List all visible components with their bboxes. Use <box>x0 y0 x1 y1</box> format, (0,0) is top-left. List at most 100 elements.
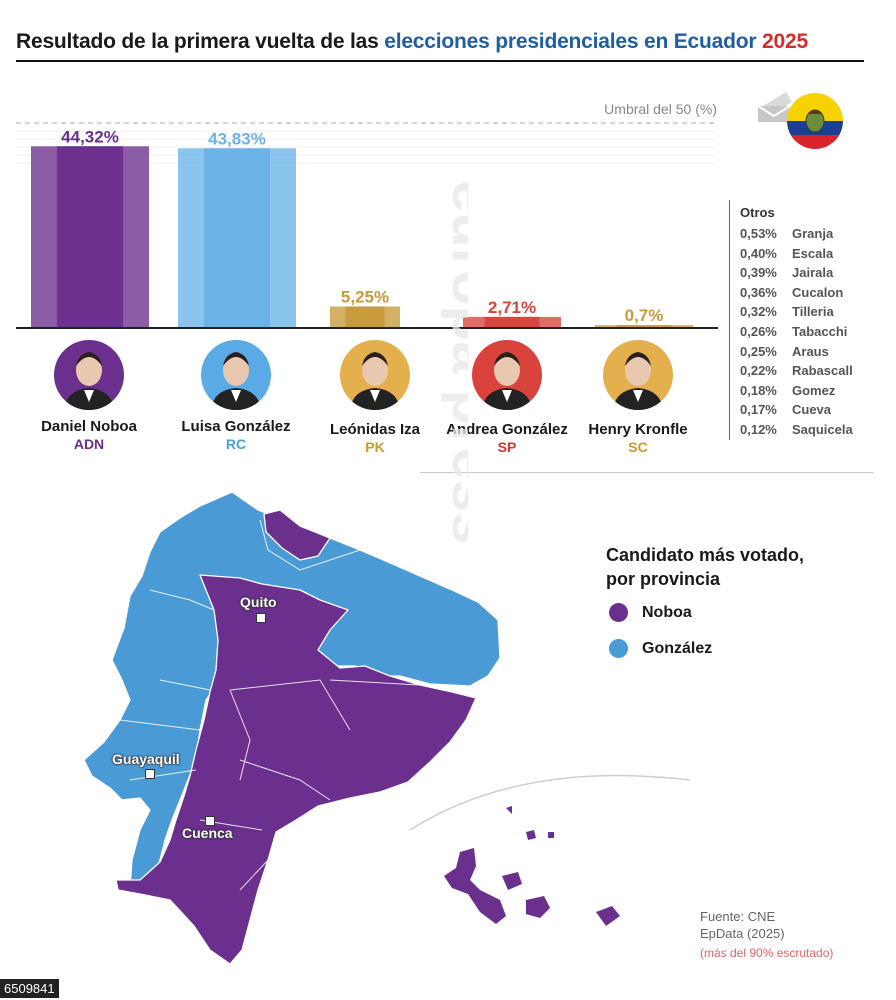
bar-highlight <box>616 325 672 328</box>
candidate-portrait <box>472 340 542 410</box>
source: Fuente: CNE EpData (2025) <box>700 908 785 942</box>
ecuador-map <box>83 491 691 965</box>
others-name: Cueva <box>792 402 832 418</box>
candidate-portrait <box>201 340 271 410</box>
candidate-party: PK <box>365 439 385 455</box>
others-pct: 0,26% <box>740 324 777 339</box>
candidate-name: Andrea González <box>446 421 568 438</box>
others-pct: 0,39% <box>740 265 777 281</box>
legend-title: Candidato más votado, por provincia <box>606 543 846 591</box>
legend-label-noboa: Noboa <box>642 603 692 621</box>
galapagos-arc <box>409 774 691 831</box>
candidate-portrait <box>340 340 410 410</box>
bar-chart: Umbral del 50 (%) 44,32% 43,83% 5,25% 2,71% 0… <box>16 101 718 329</box>
legend-item-noboa: Noboa <box>609 603 692 622</box>
others-pct: 0,22% <box>740 363 777 379</box>
others-row: 0,32% Tilleria <box>740 304 834 319</box>
others-row: 0,36% Cucalon <box>740 285 843 300</box>
others-row: 0,53% Granja <box>740 226 833 241</box>
photo-id: 6509841 <box>0 979 59 998</box>
others-name: Jairala <box>792 265 834 281</box>
others-name: Rabascall <box>792 363 853 379</box>
others-pct: 0,25% <box>740 343 777 359</box>
title-part3: 2025 <box>762 30 808 53</box>
others-row: 0,25% Araus <box>740 344 829 359</box>
bar-value-label: 43,83% <box>208 129 266 148</box>
legend-title-line1: Candidato más votado, <box>606 545 805 565</box>
title-rule <box>16 60 864 62</box>
others-name: Gomez <box>792 382 836 398</box>
bar-highlight <box>203 148 271 328</box>
others-pct: 0,53% <box>740 226 777 241</box>
bar-group: 44,32% <box>31 127 149 328</box>
city-label-guayaquil: Guayaquil <box>112 751 180 767</box>
city-label-quito: Quito <box>240 594 277 610</box>
candidate-name: Daniel Noboa <box>41 418 137 435</box>
province-borders <box>119 519 421 891</box>
bar-group: 5,25% <box>330 287 400 328</box>
others-name: Araus <box>792 343 829 359</box>
others-name: Tabacchi <box>792 324 848 339</box>
others-name: Saquicela <box>792 422 853 437</box>
others-name: Cucalon <box>792 284 844 300</box>
bar-value-label: 44,32% <box>61 127 119 146</box>
candidate-name: Leónidas Iza <box>329 421 421 438</box>
title-part1: Resultado de la primera vuelta de las <box>16 30 385 53</box>
candidate-portrait <box>603 340 673 410</box>
others-row: 0,22% Rabascall <box>740 363 853 378</box>
map-region-gonzalez <box>83 491 501 891</box>
candidate-party: RC <box>225 436 247 452</box>
candidate-name: Luisa González <box>181 418 291 435</box>
ballot-icon <box>757 92 792 122</box>
bar-group: 0,7% <box>595 306 693 328</box>
others-row: 0,26% Tabacchi <box>740 324 847 339</box>
bar-value-label: 5,25% <box>341 287 389 306</box>
candidate-portrait <box>54 340 124 410</box>
others-name: Granja <box>792 226 834 241</box>
bar-value-label: 2,71% <box>488 298 536 317</box>
title-part2: elecciones presidenciales en Ecuador <box>384 30 757 53</box>
watermark-text: europa press <box>440 180 468 544</box>
others-pct: 0,40% <box>740 245 777 261</box>
others-row: 0,17% Cueva <box>740 402 831 417</box>
others-row: 0,39% Jairala <box>740 265 833 280</box>
map-region-carchi <box>263 509 331 561</box>
city-label-cuenca: Cuenca <box>182 825 233 841</box>
ecuador-flag-icon <box>787 93 843 149</box>
legend-dot-noboa <box>609 603 628 622</box>
others-row: 0,12% Saquicela <box>740 422 853 437</box>
bar-group: 2,71% <box>463 298 561 328</box>
section-divider <box>420 472 874 473</box>
source-note: (más del 90% escrutado) <box>700 946 834 960</box>
bar-group: 43,83% <box>178 129 296 328</box>
source-line1: Fuente: CNE <box>700 909 776 924</box>
bar-highlight <box>56 146 124 328</box>
city-marker-guayaquil <box>145 769 155 779</box>
others-pct: 0,18% <box>740 382 777 398</box>
bar-value-label: 0,7% <box>625 306 664 325</box>
others-pct: 0,17% <box>740 402 777 418</box>
legend-item-gonzalez: González <box>609 639 712 658</box>
legend-label-gonzalez: González <box>642 639 713 657</box>
others-divider <box>729 200 730 440</box>
threshold-label: Umbral del 50 (%) <box>604 101 717 117</box>
candidate-party: ADN <box>73 436 105 452</box>
candidate-name: Henry Kronfle <box>588 421 688 438</box>
others-pct: 0,32% <box>740 304 777 320</box>
candidate-party: SC <box>628 439 648 455</box>
galapagos-islands <box>444 806 620 926</box>
others-name: Escala <box>792 245 834 261</box>
legend-dot-gonzalez <box>609 639 628 658</box>
source-line2: EpData (2025) <box>700 926 785 941</box>
others-title: Otros <box>740 205 775 220</box>
watermark: europa press <box>440 180 468 544</box>
bar-highlight <box>484 316 540 328</box>
candidate-party: SP <box>497 439 517 455</box>
bar-highlight <box>345 306 385 328</box>
chart-title: Resultado de la primera vuelta de las el… <box>16 30 808 54</box>
others-name: Tilleria <box>792 304 834 320</box>
others-row: 0,18% Gomez <box>740 383 835 398</box>
city-marker-quito <box>256 613 266 623</box>
others-pct: 0,36% <box>740 284 777 300</box>
legend-title-line2: por provincia <box>606 569 721 589</box>
